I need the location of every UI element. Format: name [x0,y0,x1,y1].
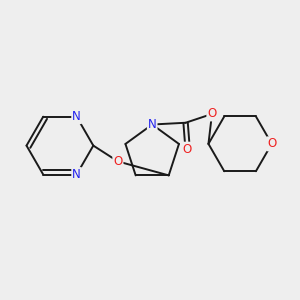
Text: O: O [267,137,276,150]
Text: O: O [183,142,192,156]
Text: N: N [148,118,157,131]
Text: O: O [207,107,217,121]
Text: N: N [72,110,81,123]
Text: O: O [113,155,122,168]
Text: N: N [72,168,81,181]
